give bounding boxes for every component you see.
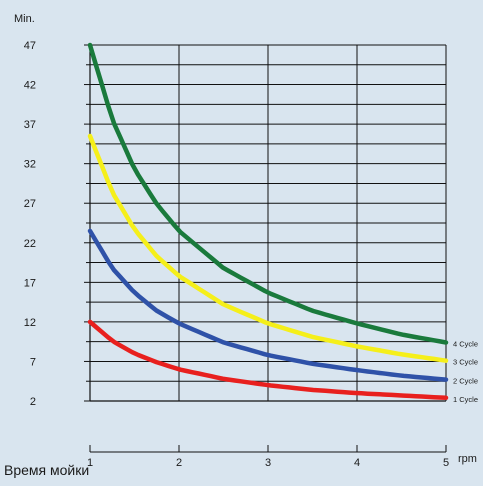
y-tick-label: 12: [24, 317, 36, 329]
x-tick-label: 4: [354, 457, 360, 469]
y-tick-label: 32: [24, 159, 36, 171]
x-axis-label: rpm: [458, 453, 477, 465]
y-axis-label: Min.: [14, 13, 35, 25]
series-line: [87, 228, 449, 382]
series-label: 2 Cycle: [453, 377, 478, 386]
y-tick-label: 47: [24, 40, 36, 52]
series-label: 4 Cycle: [453, 339, 478, 348]
series-label: 3 Cycle: [453, 358, 478, 367]
axes: [84, 44, 447, 453]
y-tick-label: 42: [24, 80, 36, 92]
chart-caption: Время мойки: [4, 462, 90, 478]
series-label: 1 Cycle: [453, 395, 478, 404]
x-tick-label: 1: [87, 457, 93, 469]
series-line: [87, 319, 449, 401]
x-tick-label: 5: [443, 457, 449, 469]
series-line: [87, 133, 449, 363]
y-tick-label: 37: [24, 119, 36, 131]
series-lines: [87, 42, 449, 401]
x-tick-label: 2: [176, 457, 182, 469]
y-tick-label: 22: [24, 238, 36, 250]
y-tick-label: 17: [24, 277, 36, 289]
y-tick-label: 7: [30, 356, 36, 368]
x-tick-label: 3: [265, 457, 271, 469]
series-line: [87, 42, 449, 345]
y-tick-label: 2: [30, 396, 36, 408]
y-tick-label: 27: [24, 198, 36, 210]
grid: [90, 44, 447, 401]
